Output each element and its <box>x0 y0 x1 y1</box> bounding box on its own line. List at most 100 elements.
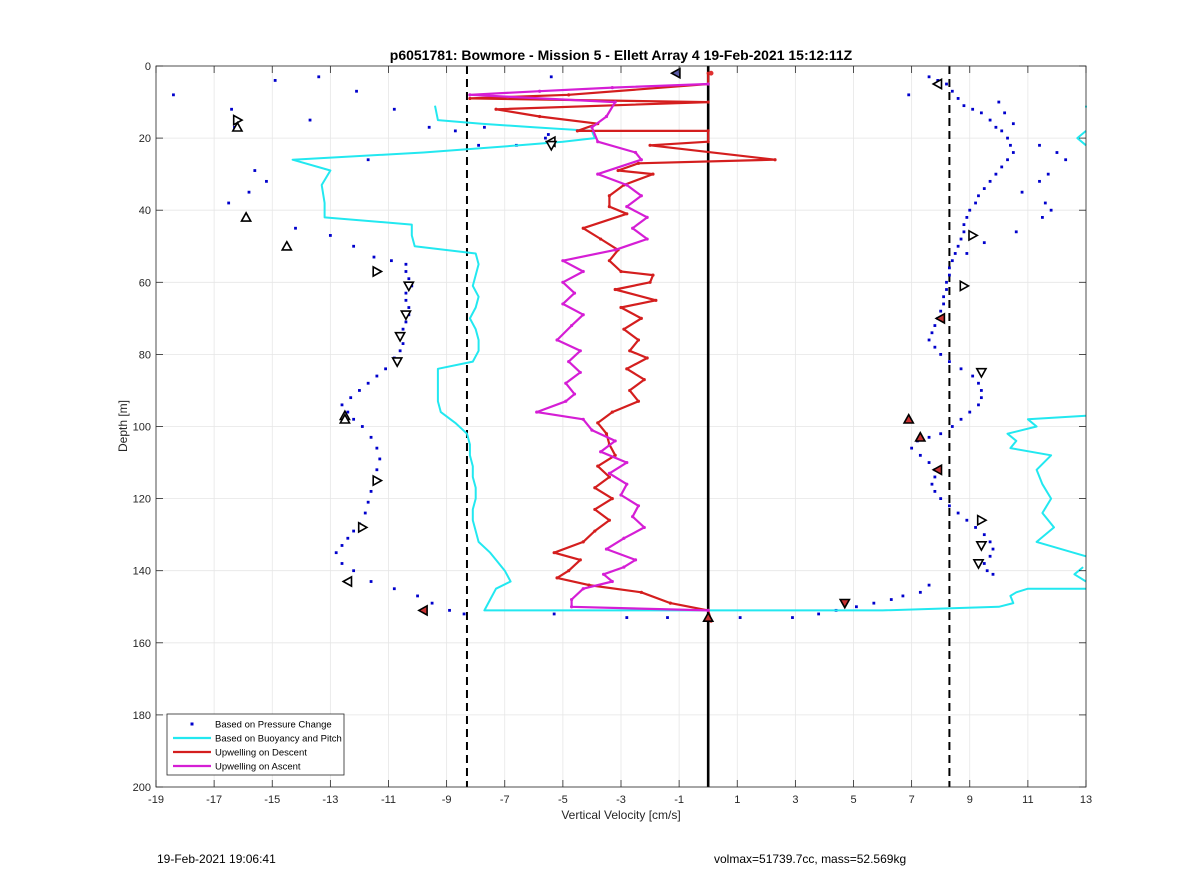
series-vertex <box>561 302 565 306</box>
pressure-point <box>375 446 379 450</box>
triangle-marker <box>669 67 681 80</box>
pressure-point <box>927 435 931 439</box>
pressure-point <box>933 345 937 349</box>
pressure-point <box>404 270 408 273</box>
triangle-marker <box>280 240 293 251</box>
pressure-point <box>308 118 312 122</box>
x-tick-label: 5 <box>850 794 856 806</box>
footer-timestamp: 19-Feb-2021 19:06:41 <box>157 852 276 866</box>
pressure-point <box>956 244 960 248</box>
triangle-marker <box>341 575 353 588</box>
pressure-point <box>918 590 922 594</box>
series-vertex <box>590 428 594 432</box>
series-vertex <box>578 558 582 562</box>
series-vertex <box>633 558 638 562</box>
pressure-point <box>360 425 364 428</box>
series-4 <box>468 82 710 612</box>
pressure-point <box>346 410 350 414</box>
pressure-point <box>1000 129 1004 133</box>
series-vertex <box>625 183 629 187</box>
y-tick-label: 200 <box>133 782 151 794</box>
series-vertex <box>706 100 710 104</box>
series-vertex <box>494 107 498 111</box>
pressure-point <box>982 533 986 537</box>
pressure-point <box>939 309 943 313</box>
series-vertex <box>633 150 638 155</box>
pressure-point <box>994 172 998 176</box>
pressure-point <box>404 291 408 295</box>
pressure-point <box>401 327 405 331</box>
legend-label: Based on Buoyancy and Pitch <box>215 734 342 745</box>
triangle-marker <box>372 265 384 278</box>
series-vertex <box>561 259 565 263</box>
pressure-point <box>942 302 945 306</box>
pressure-point <box>1000 165 1004 169</box>
series-vertex <box>654 298 658 302</box>
pressure-point <box>988 118 992 122</box>
series-vertex <box>628 349 632 353</box>
series-vertex <box>538 89 542 93</box>
series-vertex <box>610 497 614 501</box>
triangle-marker <box>902 413 915 424</box>
series-vertex <box>581 269 585 274</box>
series-vertex <box>567 569 571 573</box>
pressure-point <box>930 482 934 486</box>
x-tick-label: 9 <box>967 794 973 806</box>
pressure-point <box>982 241 986 245</box>
x-tick-label: -9 <box>442 794 452 806</box>
pressure-point <box>1064 158 1068 162</box>
pressure-point <box>1041 216 1044 219</box>
pressure-point <box>378 457 382 461</box>
x-tick-label: 3 <box>792 794 798 806</box>
pressure-point <box>398 349 402 353</box>
pressure-point <box>933 475 937 479</box>
series-vertex <box>645 215 649 220</box>
pressure-point <box>1049 208 1053 212</box>
pressure-point <box>317 75 321 79</box>
triangle-marker <box>394 331 407 343</box>
x-tick-label: 11 <box>1022 794 1033 806</box>
series-vertex <box>610 410 614 414</box>
series-vertex <box>651 273 655 277</box>
pressure-point <box>933 324 937 327</box>
series-vertex <box>538 114 542 119</box>
pressure-point <box>352 529 356 533</box>
series-vertex <box>607 259 611 263</box>
triangle-marker <box>975 367 988 379</box>
series-vertex <box>622 327 626 331</box>
series-vertex <box>631 515 635 519</box>
triangle-marker <box>240 211 253 222</box>
pressure-point <box>939 353 943 356</box>
pressure-point <box>407 306 411 309</box>
x-tick-label: -5 <box>558 794 568 806</box>
series-vertex <box>581 417 585 421</box>
x-tick-label: 1 <box>734 794 740 806</box>
triangle-marker <box>372 474 384 487</box>
legend-item-2: Based on Buoyancy and Pitch <box>173 734 342 745</box>
pressure-point <box>910 446 914 450</box>
series-vertex <box>569 597 574 602</box>
legend-label: Upwelling on Ascent <box>215 762 301 773</box>
series-vertex <box>613 100 617 104</box>
series-vertex <box>607 475 611 479</box>
legend-item-3: Upwelling on Descent <box>173 748 307 759</box>
pressure-point <box>375 374 379 378</box>
pressure-point <box>977 403 980 407</box>
pressure-point <box>965 252 969 255</box>
series-vertex <box>572 392 577 396</box>
pressure-point <box>950 89 954 93</box>
triangle-marker <box>357 521 369 534</box>
pressure-point <box>872 601 876 605</box>
y-tick-label: 100 <box>133 422 151 434</box>
pressure-point <box>625 616 629 619</box>
pressure-point <box>974 526 977 529</box>
pressure-point <box>927 338 931 342</box>
series-vertex <box>599 237 603 241</box>
y-tick-label: 120 <box>133 494 151 506</box>
series-vertex <box>613 248 617 252</box>
series-vertex <box>642 378 646 382</box>
series-vertex <box>619 493 623 497</box>
series-vertex <box>601 572 606 576</box>
series-vertex <box>572 291 577 295</box>
